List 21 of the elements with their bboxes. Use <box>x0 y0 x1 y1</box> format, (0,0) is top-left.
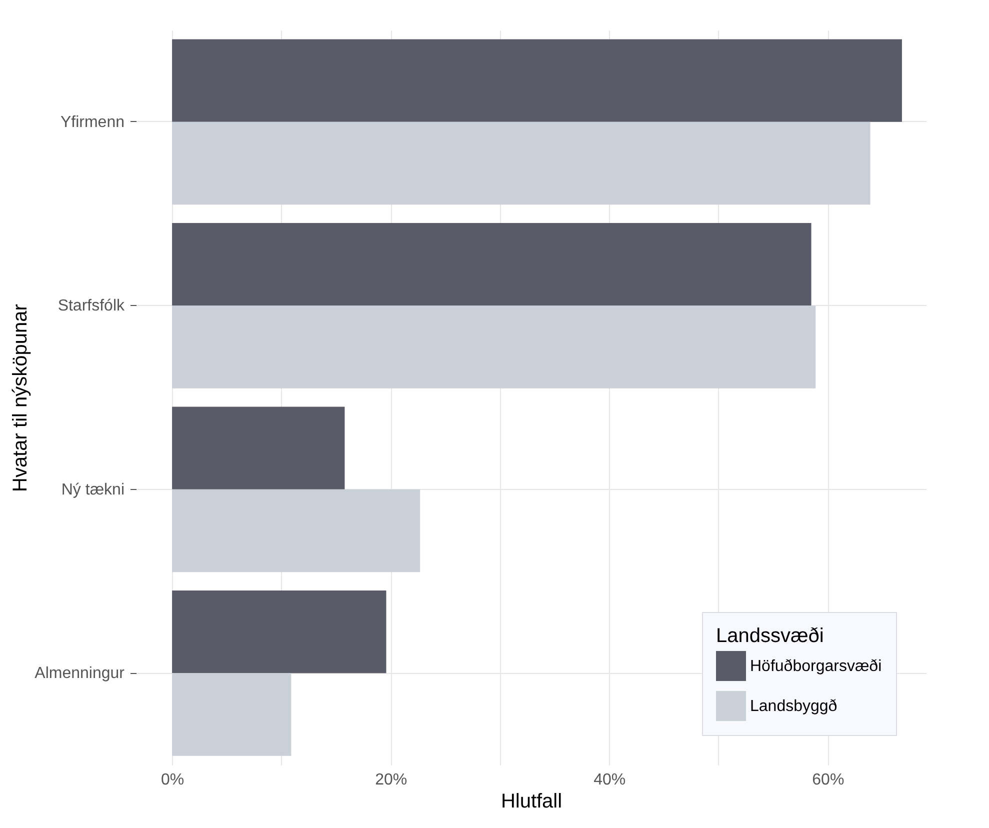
legend-title: Landssvæði <box>716 625 824 647</box>
bar <box>172 39 902 122</box>
y-tick-label: Starfsfólk <box>58 298 126 315</box>
bar <box>172 306 816 388</box>
x-tick-label: 40% <box>594 772 626 788</box>
bar <box>172 222 812 306</box>
x-tick-label: 20% <box>375 772 408 788</box>
bar <box>172 489 420 572</box>
y-tick-label: Almenningur <box>34 665 126 682</box>
x-axis-title: Hlutfall <box>500 790 562 812</box>
legend-label: Höfuðborgarsvæði <box>750 658 882 675</box>
y-axis-title: Hvatar til nýsköpunar <box>10 304 32 492</box>
bar <box>172 590 386 674</box>
x-tick-label: 0% <box>160 772 184 788</box>
x-tick-label: 60% <box>812 772 844 788</box>
y-tick-label: Ný tækni <box>61 481 124 498</box>
bar <box>172 406 345 490</box>
bar <box>172 122 870 205</box>
y-tick-label: Yfirmenn <box>60 114 124 131</box>
bar <box>172 673 292 756</box>
legend-label: Landsbyggð <box>750 698 838 715</box>
